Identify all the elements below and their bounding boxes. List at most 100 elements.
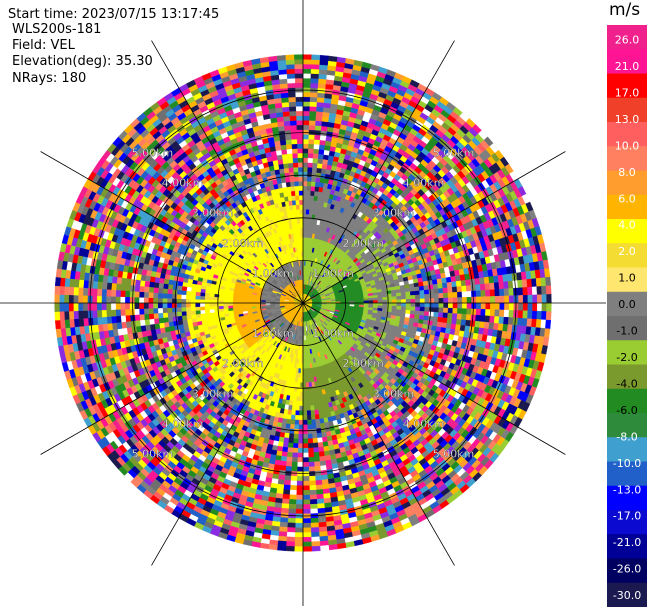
velocity-cell [286, 456, 293, 463]
velocity-cell [471, 296, 477, 304]
velocity-cell [447, 287, 453, 294]
velocity-cell [437, 312, 444, 318]
velocity-cell [306, 190, 312, 196]
velocity-cell [401, 299, 407, 304]
velocity-cell [428, 293, 435, 299]
velocity-cell [311, 433, 318, 439]
velocity-cell [438, 297, 444, 304]
velocity-cell [315, 484, 323, 491]
velocity-cell [405, 302, 412, 308]
velocity-cell [318, 69, 328, 75]
velocity-cell [315, 489, 324, 495]
velocity-cell [290, 480, 298, 486]
velocity-cell [424, 307, 430, 313]
velocity-cell [521, 279, 528, 288]
velocity-cell [302, 391, 307, 397]
velocity-cell [451, 286, 458, 293]
velocity-cell [283, 437, 290, 444]
velocity-cell [285, 541, 295, 547]
velocity-cell [433, 311, 439, 318]
velocity-cell [314, 418, 321, 425]
velocity-cell [298, 410, 304, 416]
velocity-cell [480, 296, 487, 304]
velocity-cell [527, 310, 533, 320]
velocity-cell [460, 279, 467, 287]
velocity-cell [294, 532, 304, 538]
velocity-cell [405, 291, 411, 297]
velocity-cell [284, 470, 292, 477]
velocity-cell [311, 428, 317, 435]
velocity-cell [292, 442, 299, 449]
velocity-cell [432, 316, 439, 323]
velocity-cell [318, 451, 325, 458]
velocity-cell [279, 460, 287, 467]
velocity-cell [423, 289, 430, 295]
velocity-cell [508, 302, 515, 311]
velocity-cell [316, 432, 323, 439]
velocity-cell [268, 544, 278, 551]
velocity-cell [302, 424, 308, 430]
velocity-cell [310, 522, 319, 529]
velocity-cell [541, 285, 547, 295]
velocity-cell [282, 489, 291, 495]
velocity-cell [302, 91, 311, 98]
velocity-cell [410, 294, 416, 300]
velocity-cell [414, 310, 421, 316]
velocity-cell [414, 306, 421, 312]
velocity-cell [517, 287, 524, 296]
velocity-cell [302, 138, 309, 145]
velocity-cell [316, 97, 325, 103]
velocity-cell [305, 218, 310, 224]
velocity-cell [302, 476, 310, 482]
velocity-cell [314, 125, 322, 131]
velocity-cell [282, 441, 289, 448]
velocity-cell [308, 475, 316, 482]
velocity-cell [419, 310, 425, 316]
velocity-cell [536, 294, 543, 304]
velocity-cell [544, 268, 551, 278]
velocity-cell [289, 489, 297, 496]
velocity-cell [409, 287, 416, 292]
velocity-cell [456, 286, 463, 293]
velocity-cell [409, 290, 416, 296]
velocity-cell [475, 290, 482, 298]
velocity-cell [306, 195, 311, 201]
velocity-cell [290, 414, 296, 421]
velocity-cell [308, 120, 316, 126]
velocity-cell [457, 291, 463, 298]
velocity-cell [302, 105, 311, 112]
velocity-cell [480, 308, 486, 316]
velocity-cell [302, 204, 307, 210]
velocity-cell [298, 419, 304, 425]
velocity-cell [306, 400, 311, 407]
velocity-cell [288, 508, 297, 514]
velocity-cell [280, 507, 289, 514]
velocity-cell [287, 447, 294, 453]
velocity-cell [452, 302, 458, 309]
velocity-cell [508, 309, 514, 318]
velocity-cell [456, 313, 463, 320]
velocity-cell [318, 144, 326, 151]
velocity-cell [302, 466, 310, 472]
velocity-cell [545, 319, 552, 330]
velocity-cell [461, 291, 468, 298]
velocity-cell [465, 285, 472, 292]
velocity-cell [302, 536, 312, 543]
velocity-cell [318, 455, 326, 462]
velocity-cell [527, 286, 533, 296]
velocity-cell [317, 441, 324, 448]
velocity-cell [422, 280, 429, 287]
velocity-cell [302, 129, 310, 135]
velocity-cell [521, 318, 528, 327]
velocity-cell [475, 284, 481, 292]
velocity-cell [517, 279, 523, 289]
velocity-cell [442, 287, 449, 294]
velocity-cell [306, 410, 312, 416]
velocity-cell [312, 442, 319, 449]
velocity-cell [447, 312, 453, 319]
velocity-cell [419, 306, 426, 312]
velocity-cell [277, 535, 287, 542]
velocity-cell [410, 302, 416, 308]
velocity-cell [287, 442, 294, 449]
